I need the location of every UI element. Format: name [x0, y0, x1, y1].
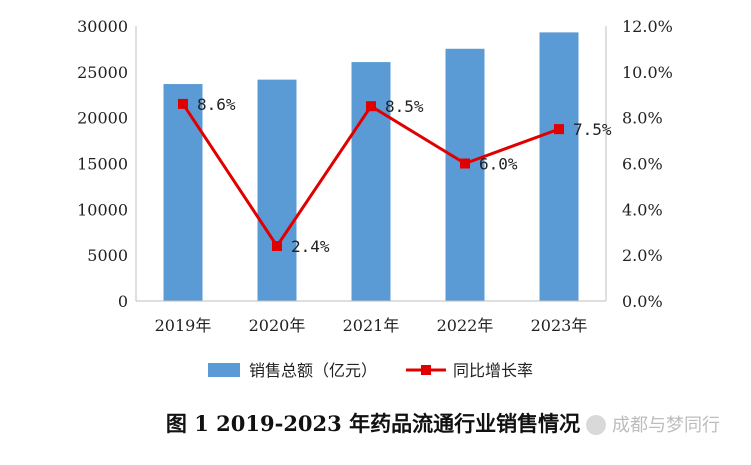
data-label: 2.4%: [291, 237, 330, 256]
bar: [539, 32, 579, 301]
line-point: [272, 241, 282, 251]
legend-line-marker: [421, 365, 431, 375]
line-point: [178, 98, 188, 109]
line-point: [554, 124, 564, 135]
y-tick-label: 20000: [77, 109, 128, 128]
y-tick-label: 25000: [77, 63, 128, 82]
x-tick-label: 2020年: [249, 316, 306, 335]
data-label: 8.5%: [385, 97, 424, 116]
line-point: [366, 101, 376, 112]
y-tick-label: 5000: [87, 246, 128, 265]
watermark-text: 成都与梦同行: [612, 415, 720, 436]
figure-caption: 图 1 2019-2023 年药品流通行业销售情况: [166, 411, 580, 436]
y-tick-label: 10000: [77, 200, 128, 219]
bar: [163, 84, 203, 301]
y2-tick-label: 12.0%: [622, 17, 673, 36]
line-point: [460, 158, 470, 169]
legend-label: 同比增长率: [453, 361, 533, 380]
data-label: 8.6%: [197, 95, 236, 114]
y2-tick-label: 2.0%: [622, 246, 663, 265]
y2-tick-label: 0.0%: [622, 292, 663, 311]
y2-tick-label: 8.0%: [622, 109, 663, 128]
y2-tick-label: 6.0%: [622, 155, 663, 174]
x-tick-label: 2022年: [437, 316, 494, 335]
x-tick-label: 2021年: [343, 316, 400, 335]
bar: [445, 48, 485, 301]
y-tick-label: 15000: [77, 155, 128, 174]
legend-bar-swatch: [208, 363, 240, 377]
x-tick-label: 2019年: [155, 316, 212, 335]
y2-tick-label: 4.0%: [622, 200, 663, 219]
data-label: 7.5%: [573, 120, 612, 139]
data-label: 6.0%: [479, 155, 518, 174]
watermark: 成都与梦同行: [586, 415, 720, 436]
y-tick-label: 30000: [77, 17, 128, 36]
bar: [257, 79, 297, 302]
watermark-logo-icon: [586, 415, 606, 435]
x-tick-label: 2023年: [531, 316, 588, 335]
chart-legend: 销售总额（亿元） 同比增长率: [208, 361, 533, 380]
y-tick-label: 0: [118, 292, 128, 311]
y2-tick-label: 10.0%: [622, 63, 673, 82]
plot-area: 0 5000 10000 15000 20000 25000 30000 0.0% 2.0% 4.…: [77, 17, 673, 335]
legend-label: 销售总额（亿元）: [249, 361, 377, 380]
